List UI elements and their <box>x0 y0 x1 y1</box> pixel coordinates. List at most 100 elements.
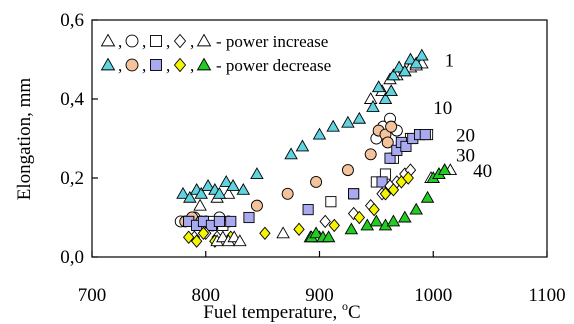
data-point-series-1-decrease <box>378 92 393 104</box>
data-point-series-30-decrease <box>328 218 340 233</box>
x-axis-title-degree: o <box>342 299 348 313</box>
data-point-series-20-decrease <box>400 140 412 152</box>
y-tick-label: 0,2 <box>60 168 84 189</box>
legend-marker <box>196 57 212 71</box>
legend-marker <box>100 33 116 47</box>
data-point-series-10-decrease <box>310 175 323 188</box>
data-point-series-1-decrease <box>250 167 264 180</box>
series-label-30: 30 <box>456 145 475 166</box>
data-point-series-1-increase <box>193 198 207 211</box>
data-point-series-40-decrease <box>321 230 336 243</box>
legend-separator: , <box>190 56 194 75</box>
legend-separator: , <box>118 56 122 75</box>
x-tick-label: 900 <box>305 285 334 306</box>
data-point-series-1-decrease <box>183 190 197 203</box>
data-point-series-30-decrease <box>379 187 392 201</box>
legend-label: - power decrease <box>216 56 331 75</box>
legend-marker <box>125 58 139 72</box>
data-point-series-20-decrease <box>419 128 431 141</box>
data-point-series-1-decrease <box>284 147 298 160</box>
data-point-series-20-decrease <box>243 211 255 224</box>
data-point-series-1-decrease <box>352 111 367 124</box>
data-point-series-1-decrease <box>295 139 310 152</box>
y-tick-label: 0,0 <box>60 247 84 268</box>
data-point-series-1-decrease <box>384 84 398 97</box>
y-tick-label: 0,6 <box>60 10 84 31</box>
legend-separator: , <box>190 32 194 51</box>
x-tick-label: 1000 <box>414 285 452 306</box>
x-axis-title: Fuel temperature, oC <box>203 299 360 323</box>
data-point-series-30-decrease <box>293 222 305 237</box>
data-point-series-40-decrease <box>386 214 401 227</box>
data-point-series-1-increase <box>363 92 378 104</box>
data-point-series-1-decrease <box>312 127 327 140</box>
legend-marker <box>173 57 187 73</box>
data-point-series-1-decrease <box>326 119 340 132</box>
data-point-series-1-decrease <box>236 182 251 195</box>
data-point-series-30-decrease <box>182 230 195 244</box>
data-point-series-40-increase <box>276 226 290 239</box>
data-point-series-20-decrease <box>376 176 388 188</box>
y-tick-label: 0,4 <box>60 89 84 110</box>
data-point-series-10-decrease <box>385 120 398 133</box>
legend-marker <box>173 33 187 49</box>
data-point-series-30-decrease <box>353 210 366 225</box>
series-label-10: 10 <box>433 98 452 119</box>
data-point-series-10-decrease <box>364 148 377 161</box>
series-label-20: 20 <box>456 126 475 147</box>
data-point-series-1-increase <box>221 186 236 199</box>
x-axis-title-unit: C <box>348 302 361 323</box>
data-point-series-30-decrease <box>368 202 380 217</box>
data-point-series-40-decrease <box>409 202 423 215</box>
legend-separator: , <box>118 32 122 51</box>
legend-label: - power increase <box>216 32 328 51</box>
data-point-series-1-decrease <box>176 186 190 199</box>
legend-marker <box>196 33 212 47</box>
data-point-series-40-decrease <box>344 222 359 235</box>
data-point-series-1-decrease <box>226 178 240 191</box>
data-point-series-1-decrease <box>409 56 423 69</box>
data-point-series-30-decrease <box>387 183 400 197</box>
data-point-series-30-decrease <box>190 234 203 248</box>
data-marks <box>174 48 458 248</box>
data-point-series-30-increase <box>319 214 331 229</box>
legend: ,,,, - power increase,,,, - power decrease <box>100 32 331 75</box>
data-point-series-40-decrease <box>360 218 375 231</box>
data-point-series-1-decrease <box>415 48 429 61</box>
legend-marker <box>150 35 162 47</box>
legend-marker <box>100 57 116 71</box>
data-point-series-1-decrease <box>212 186 227 199</box>
data-point-series-10-decrease <box>250 199 263 212</box>
data-point-series-30-decrease <box>259 226 271 240</box>
data-point-series-1-decrease <box>386 68 401 81</box>
data-point-series-1-decrease <box>194 186 208 199</box>
data-point-series-40-decrease <box>420 190 435 203</box>
data-point-series-1-decrease <box>341 115 355 128</box>
data-point-series-40-decrease <box>437 163 452 176</box>
x-tick-label: 1100 <box>528 285 565 306</box>
data-point-series-10-decrease <box>281 187 294 200</box>
legend-separator: , <box>166 56 170 75</box>
data-point-series-30-decrease <box>402 171 414 185</box>
data-point-series-20-increase <box>325 196 337 208</box>
x-axis-ticks: 700 800 900 1000 1100 <box>78 251 566 306</box>
data-point-series-20-decrease <box>302 204 314 216</box>
x-tick-label: 800 <box>192 285 221 306</box>
data-point-series-1-decrease <box>201 178 215 191</box>
data-point-series-40-decrease <box>398 210 412 223</box>
data-point-series-1-decrease <box>366 99 380 112</box>
legend-separator: , <box>142 32 146 51</box>
legend-separator: , <box>166 32 170 51</box>
data-point-series-20-decrease <box>213 215 225 228</box>
data-point-series-1-decrease <box>398 64 412 77</box>
series-label-40: 40 <box>473 161 492 182</box>
data-point-series-20-decrease <box>384 152 396 164</box>
legend-marker <box>150 59 162 71</box>
data-point-series-10-decrease <box>381 136 394 149</box>
data-point-series-1-decrease <box>219 175 234 187</box>
data-point-series-10-decrease <box>341 164 354 177</box>
y-axis-ticks: 0,0 0,2 0,4 0,6 <box>60 10 98 268</box>
data-point-series-40-decrease <box>309 226 323 239</box>
